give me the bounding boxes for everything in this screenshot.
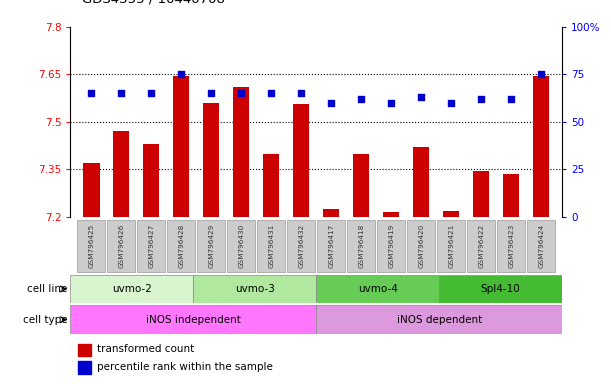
Bar	[137, 220, 165, 271]
Text: cell line: cell line	[27, 284, 67, 294]
Bar	[439, 275, 562, 303]
Text: percentile rank within the sample: percentile rank within the sample	[97, 362, 273, 372]
Text: GDS4355 / 10440708: GDS4355 / 10440708	[82, 0, 225, 6]
Bar	[83, 163, 100, 217]
Point	[207, 90, 216, 96]
Bar	[408, 220, 435, 271]
Point	[416, 94, 426, 100]
Bar	[348, 220, 375, 271]
Bar	[287, 220, 315, 271]
Bar	[378, 220, 405, 271]
Bar	[503, 174, 519, 217]
Text: GSM796426: GSM796426	[119, 223, 124, 268]
Text: iNOS independent: iNOS independent	[146, 314, 241, 325]
Bar	[437, 220, 465, 271]
Text: uvmo-3: uvmo-3	[235, 284, 275, 294]
Point	[326, 100, 336, 106]
Bar	[323, 209, 340, 217]
Point	[296, 90, 306, 96]
Text: GSM796429: GSM796429	[208, 223, 214, 268]
Bar	[316, 275, 439, 303]
Bar	[197, 220, 225, 271]
Bar	[383, 212, 400, 217]
Text: uvmo-4: uvmo-4	[357, 284, 398, 294]
Point	[507, 96, 516, 102]
Text: uvmo-2: uvmo-2	[112, 284, 152, 294]
Bar	[203, 103, 219, 217]
Bar	[108, 220, 135, 271]
Bar	[113, 131, 130, 217]
Bar	[70, 275, 193, 303]
Bar	[533, 76, 549, 217]
Point	[446, 100, 456, 106]
Point	[536, 71, 546, 78]
Text: GSM796420: GSM796420	[418, 223, 424, 268]
Bar	[527, 220, 555, 271]
Bar	[167, 220, 195, 271]
Bar	[317, 220, 345, 271]
Bar	[173, 76, 189, 217]
Bar	[78, 344, 92, 356]
Bar	[263, 154, 279, 217]
Bar	[70, 305, 316, 334]
Text: GSM796421: GSM796421	[448, 223, 454, 268]
Point	[386, 100, 396, 106]
Bar	[233, 87, 249, 217]
Point	[266, 90, 276, 96]
Text: GSM796419: GSM796419	[388, 223, 394, 268]
Bar	[443, 211, 459, 217]
Bar	[497, 220, 525, 271]
Bar	[193, 275, 316, 303]
Bar	[227, 220, 255, 271]
Bar	[257, 220, 285, 271]
Point	[177, 71, 186, 78]
Text: transformed count: transformed count	[97, 344, 194, 354]
Point	[236, 90, 246, 96]
Bar	[473, 171, 489, 217]
Text: GSM796422: GSM796422	[478, 223, 484, 268]
Bar	[316, 305, 562, 334]
Text: Spl4-10: Spl4-10	[481, 284, 521, 294]
Text: iNOS dependent: iNOS dependent	[397, 314, 482, 325]
Bar	[353, 154, 370, 217]
Bar	[467, 220, 495, 271]
Point	[147, 90, 156, 96]
Text: GSM796425: GSM796425	[88, 223, 94, 268]
Point	[356, 96, 366, 102]
Text: GSM796424: GSM796424	[538, 223, 544, 268]
Bar	[143, 144, 159, 217]
Bar	[78, 361, 92, 374]
Text: GSM796423: GSM796423	[508, 223, 514, 268]
Point	[476, 96, 486, 102]
Text: GSM796427: GSM796427	[148, 223, 154, 268]
Text: cell type: cell type	[23, 314, 67, 325]
Text: GSM796417: GSM796417	[328, 223, 334, 268]
Text: GSM796432: GSM796432	[298, 223, 304, 268]
Text: GSM796430: GSM796430	[238, 223, 244, 268]
Bar	[78, 220, 105, 271]
Text: GSM796431: GSM796431	[268, 223, 274, 268]
Text: GSM796418: GSM796418	[358, 223, 364, 268]
Point	[86, 90, 96, 96]
Text: GSM796428: GSM796428	[178, 223, 185, 268]
Bar	[413, 147, 430, 217]
Bar	[293, 104, 309, 217]
Point	[116, 90, 126, 96]
